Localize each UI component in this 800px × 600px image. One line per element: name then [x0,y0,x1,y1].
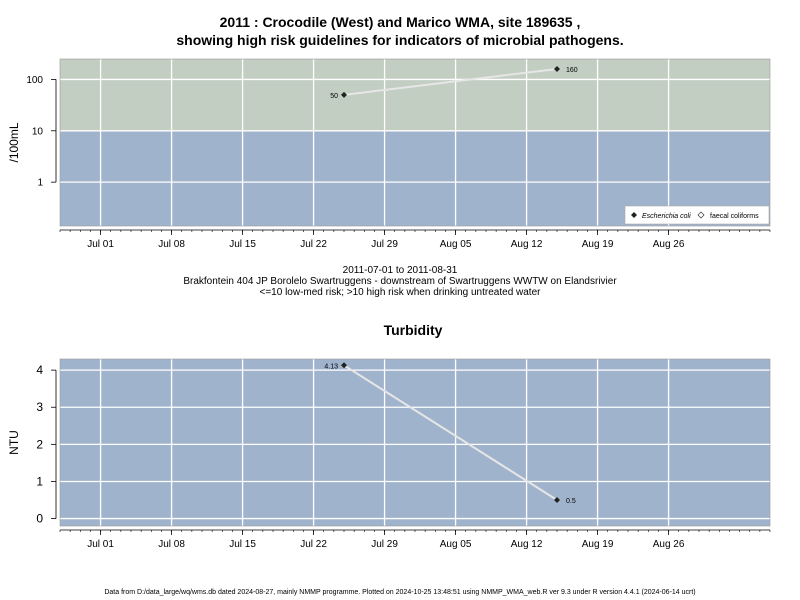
data-point-ecoli [554,65,560,72]
y-tick-label: 4 [36,363,43,377]
data-point-ecoli [341,91,347,98]
data-label: 160 [566,67,578,74]
y-tick-label: 0 [36,512,43,526]
data-label: 4.13 [324,363,338,370]
x-tick-label: Jul 15 [229,539,256,550]
legend-entry-faecal: faecal coliforms [710,213,759,220]
data-point-turbidity [554,497,560,504]
plot-border-2 [59,358,771,527]
legend-box [624,205,770,225]
y-tick-label: 2 [36,437,43,451]
x-tick-label: Jul 01 [87,539,114,550]
x-tick-label: Aug 05 [440,239,472,250]
y-tick-label: 1 [36,474,43,488]
data-label: 0.5 [566,498,576,505]
subtitle-dates: 2011-07-01 to 2011-08-31 [342,265,458,276]
data-point-turbidity [341,362,347,369]
x-tick-label: Aug 19 [582,539,614,550]
high-risk-band [60,59,770,131]
x-tick-label: Jul 22 [300,239,327,250]
y-tick-label: 100 [26,75,43,86]
x-tick-label: Aug 26 [653,239,685,250]
x-tick-label: Jul 01 [87,239,114,250]
x-tick-label: Jul 22 [300,539,327,550]
y-axis-label-1: /100mL [7,122,21,162]
data-label: 50 [330,93,338,100]
x-tick-label: Jul 29 [371,239,398,250]
x-tick-label: Aug 12 [511,539,543,550]
series-line-turbidity [343,364,558,501]
legend-marker-faecal [697,211,705,219]
footer-note: Data from D:/data_large/wq/wms.db dated … [104,589,696,596]
series-line-ecoli [343,67,558,96]
plot-background-2 [60,359,770,526]
x-tick-label: Aug 19 [582,239,614,250]
x-tick-label: Aug 05 [440,539,472,550]
x-tick-label: Jul 08 [158,239,185,250]
subtitle-risk: <=10 low-med risk; >10 high risk when dr… [259,287,541,298]
y-tick-label: 10 [32,126,44,137]
legend-entry-ecoli: Escherichia coli [642,213,691,220]
x-tick-label: Aug 12 [511,239,543,250]
x-tick-label: Jul 08 [158,539,185,550]
y-tick-label: 1 [37,178,43,189]
chart-title-line1: 2011 : Crocodile (West) and Marico WMA, … [219,14,581,30]
turbidity-title: Turbidity [384,322,443,338]
subtitle-site: Brakfontein 404 JP Borolelo Swartruggens… [183,276,617,287]
y-tick-label: 3 [36,400,43,414]
x-tick-label: Jul 15 [229,239,256,250]
chart-title-line2: showing high risk guidelines for indicat… [176,32,624,48]
x-tick-label: Aug 26 [653,539,685,550]
legend-marker-ecoli [631,212,637,218]
plot-border-1 [59,58,771,227]
y-axis-label-2: NTU [7,430,21,455]
x-tick-label: Jul 29 [371,539,398,550]
